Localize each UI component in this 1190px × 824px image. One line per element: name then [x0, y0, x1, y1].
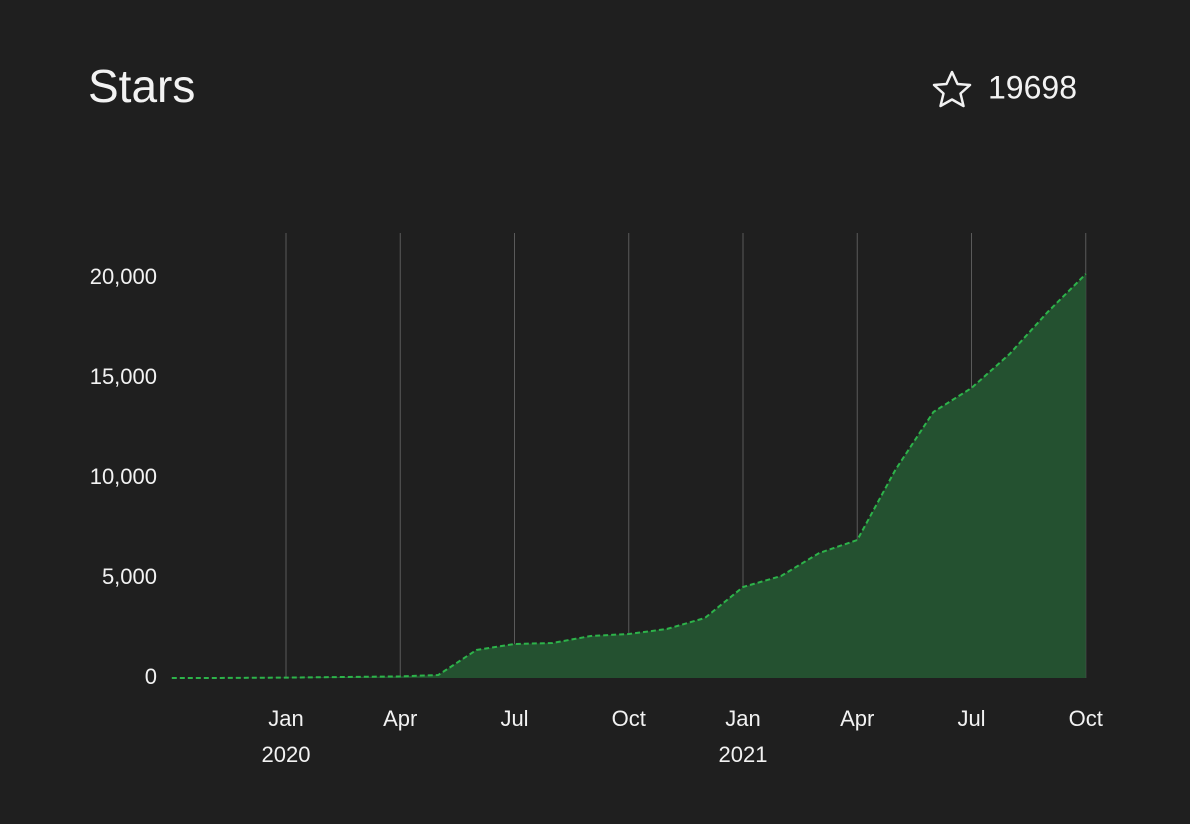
x-year-label: 2021 [719, 742, 768, 767]
x-tick-label: Apr [840, 706, 874, 731]
star-count: 19698 [988, 69, 1077, 105]
x-year-label: 2020 [262, 742, 311, 767]
x-tick-label: Apr [383, 706, 417, 731]
line [171, 273, 1087, 679]
x-tick-label: Jan [268, 706, 303, 731]
y-tick-label: 0 [145, 664, 157, 689]
area [171, 274, 1086, 678]
x-tick-label: Oct [1069, 706, 1103, 731]
x-tick-label: Jan [725, 706, 760, 731]
y-tick-label: 15,000 [90, 364, 157, 389]
x-tick-label: Jul [500, 706, 528, 731]
y-tick-label: 10,000 [90, 464, 157, 489]
y-tick-label: 5,000 [102, 564, 157, 589]
x-tick-label: Oct [612, 706, 646, 731]
y-tick-label: 20,000 [90, 264, 157, 289]
star-icon [932, 70, 972, 108]
x-tick-label: Jul [957, 706, 985, 731]
title: Stars [88, 60, 195, 112]
